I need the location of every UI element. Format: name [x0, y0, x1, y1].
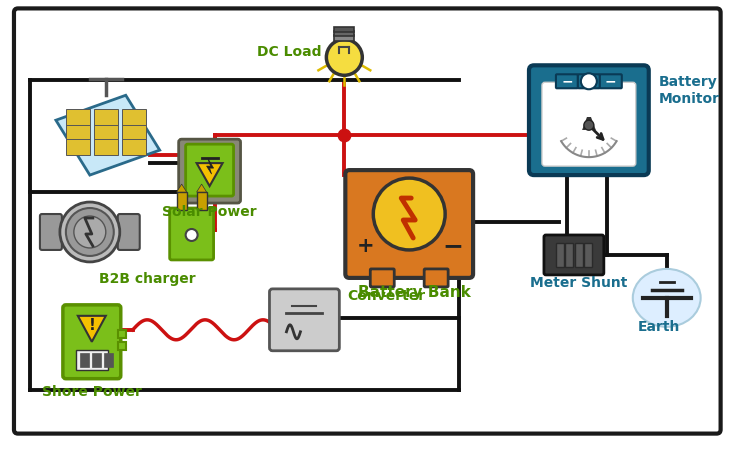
Text: Shore Power: Shore Power: [42, 385, 142, 399]
Bar: [66, 124, 90, 140]
Bar: [66, 109, 90, 125]
Circle shape: [373, 178, 445, 250]
Text: Earth: Earth: [637, 320, 680, 334]
Text: +: +: [356, 236, 374, 256]
Circle shape: [326, 39, 362, 75]
Bar: [104, 353, 112, 367]
Bar: [118, 330, 126, 338]
FancyBboxPatch shape: [118, 214, 140, 250]
Bar: [176, 192, 187, 210]
Bar: [334, 36, 354, 41]
Text: A: A: [582, 116, 596, 134]
Bar: [334, 32, 354, 36]
FancyBboxPatch shape: [270, 289, 340, 351]
Bar: [575, 243, 583, 267]
Circle shape: [186, 229, 198, 241]
Text: !: !: [88, 318, 96, 333]
Bar: [556, 243, 564, 267]
Bar: [94, 109, 118, 125]
Text: Meter Shunt: Meter Shunt: [530, 276, 628, 290]
FancyBboxPatch shape: [600, 74, 622, 88]
Polygon shape: [197, 184, 207, 192]
Bar: [94, 139, 118, 155]
FancyBboxPatch shape: [345, 170, 473, 278]
Bar: [565, 243, 573, 267]
Bar: [122, 109, 146, 125]
Text: B2B charger: B2B charger: [99, 272, 196, 286]
Circle shape: [74, 216, 106, 248]
Text: DC Load: DC Load: [257, 45, 321, 59]
Text: Battery
Monitor: Battery Monitor: [659, 75, 720, 106]
FancyBboxPatch shape: [370, 269, 394, 287]
Text: −: −: [442, 234, 464, 258]
Bar: [94, 124, 118, 140]
FancyBboxPatch shape: [542, 82, 636, 166]
FancyBboxPatch shape: [424, 269, 448, 287]
Polygon shape: [176, 184, 187, 192]
Text: Battery Bank: Battery Bank: [358, 285, 470, 300]
Polygon shape: [207, 158, 214, 174]
FancyBboxPatch shape: [578, 74, 600, 88]
Bar: [334, 27, 354, 32]
Polygon shape: [78, 316, 106, 342]
Text: Converter: Converter: [348, 289, 426, 303]
FancyBboxPatch shape: [186, 144, 234, 196]
Polygon shape: [197, 163, 223, 186]
Circle shape: [60, 202, 120, 262]
Bar: [92, 353, 101, 367]
FancyBboxPatch shape: [544, 235, 604, 275]
Bar: [122, 124, 146, 140]
Text: −: −: [561, 74, 573, 88]
FancyBboxPatch shape: [170, 208, 214, 260]
FancyBboxPatch shape: [556, 74, 578, 88]
Bar: [584, 243, 592, 267]
FancyBboxPatch shape: [529, 65, 649, 175]
Circle shape: [581, 73, 597, 89]
FancyBboxPatch shape: [179, 139, 240, 203]
Bar: [197, 192, 207, 210]
Bar: [66, 139, 90, 155]
Ellipse shape: [633, 269, 700, 327]
Text: −: −: [605, 74, 617, 88]
FancyBboxPatch shape: [14, 9, 720, 434]
Text: Solar Power: Solar Power: [162, 205, 257, 219]
FancyBboxPatch shape: [40, 214, 62, 250]
Polygon shape: [56, 95, 159, 175]
Circle shape: [584, 120, 594, 130]
Bar: [122, 139, 146, 155]
Bar: [118, 342, 126, 350]
Bar: [80, 353, 89, 367]
FancyBboxPatch shape: [63, 305, 121, 379]
Bar: [76, 350, 108, 370]
Circle shape: [66, 208, 114, 256]
